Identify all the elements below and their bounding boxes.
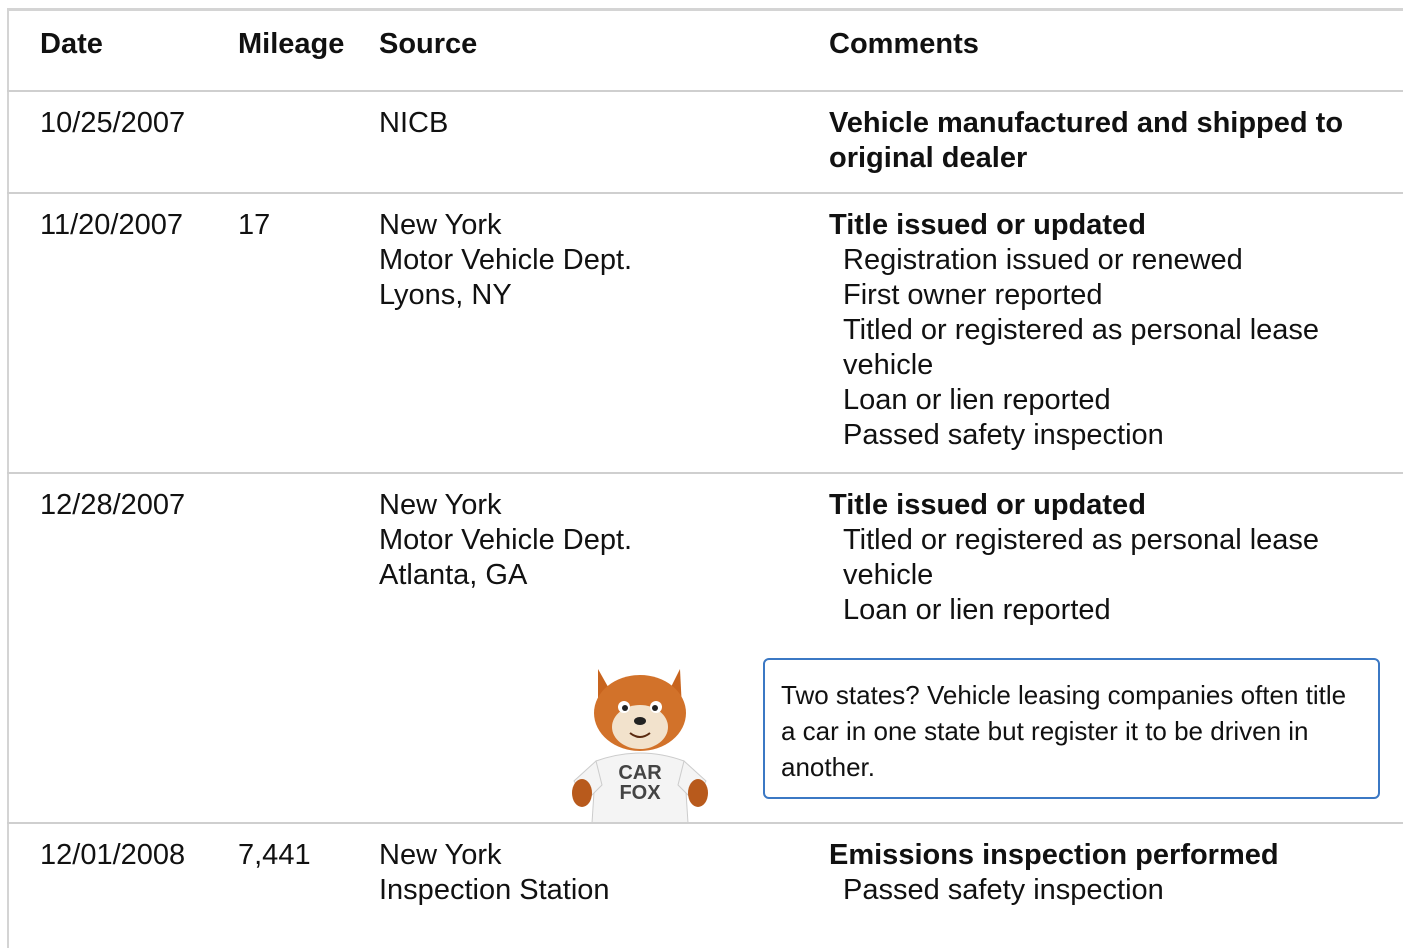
mileage: 7,441 <box>238 838 311 873</box>
source-line: Lyons, NY <box>379 278 632 313</box>
callout: Two states? Vehicle leasing companies of… <box>763 658 1380 799</box>
column-header: Comments <box>829 27 979 62</box>
row-divider <box>7 90 1403 92</box>
mileage: 17 <box>238 208 270 243</box>
date: 11/20/2007 <box>40 208 183 243</box>
source-line: New York <box>379 208 632 243</box>
mascot: CAR FOX <box>568 661 718 823</box>
comment-headline: Title issued or updated <box>829 488 1374 523</box>
source-line: Motor Vehicle Dept. <box>379 243 632 278</box>
comment-headline: Title issued or updated <box>829 208 1374 243</box>
comment-detail: Registration issued or renewed <box>829 243 1374 278</box>
source-line: New York <box>379 838 610 873</box>
comments: Vehicle manufactured and shipped to orig… <box>829 106 1374 176</box>
source-line: Motor Vehicle Dept. <box>379 523 632 558</box>
date: 10/25/2007 <box>40 106 185 141</box>
source: NICB <box>379 106 448 141</box>
row-divider <box>7 472 1403 474</box>
page: CAR FOX (() => { const data = JSON.parse… <box>0 0 1403 922</box>
shirt-text: CAR <box>618 762 662 784</box>
source-line: Inspection Station <box>379 873 610 908</box>
shirt-text: FOX <box>619 782 661 804</box>
date: 12/28/2007 <box>40 488 185 523</box>
comment-headline: Vehicle manufactured and shipped to orig… <box>829 106 1374 176</box>
column-header: Source <box>379 27 477 62</box>
row-divider <box>7 192 1403 194</box>
column-header: Mileage <box>238 27 344 62</box>
comment-detail: Passed safety inspection <box>829 418 1374 453</box>
comment-detail: Titled or registered as personal lease v… <box>829 523 1374 593</box>
comment-detail: Passed safety inspection <box>829 873 1374 908</box>
source-line: Atlanta, GA <box>379 558 632 593</box>
column-header: Date <box>40 27 103 62</box>
comment-detail: First owner reported <box>829 278 1374 313</box>
source-line: New York <box>379 488 632 523</box>
comment-detail: Loan or lien reported <box>829 383 1374 418</box>
comment-headline: Emissions inspection performed <box>829 838 1374 873</box>
date: 12/01/2008 <box>40 838 185 873</box>
source-line: NICB <box>379 106 448 141</box>
comment-detail: Loan or lien reported <box>829 593 1374 628</box>
row-divider <box>7 822 1403 824</box>
comment-detail: Titled or registered as personal lease v… <box>829 313 1374 383</box>
